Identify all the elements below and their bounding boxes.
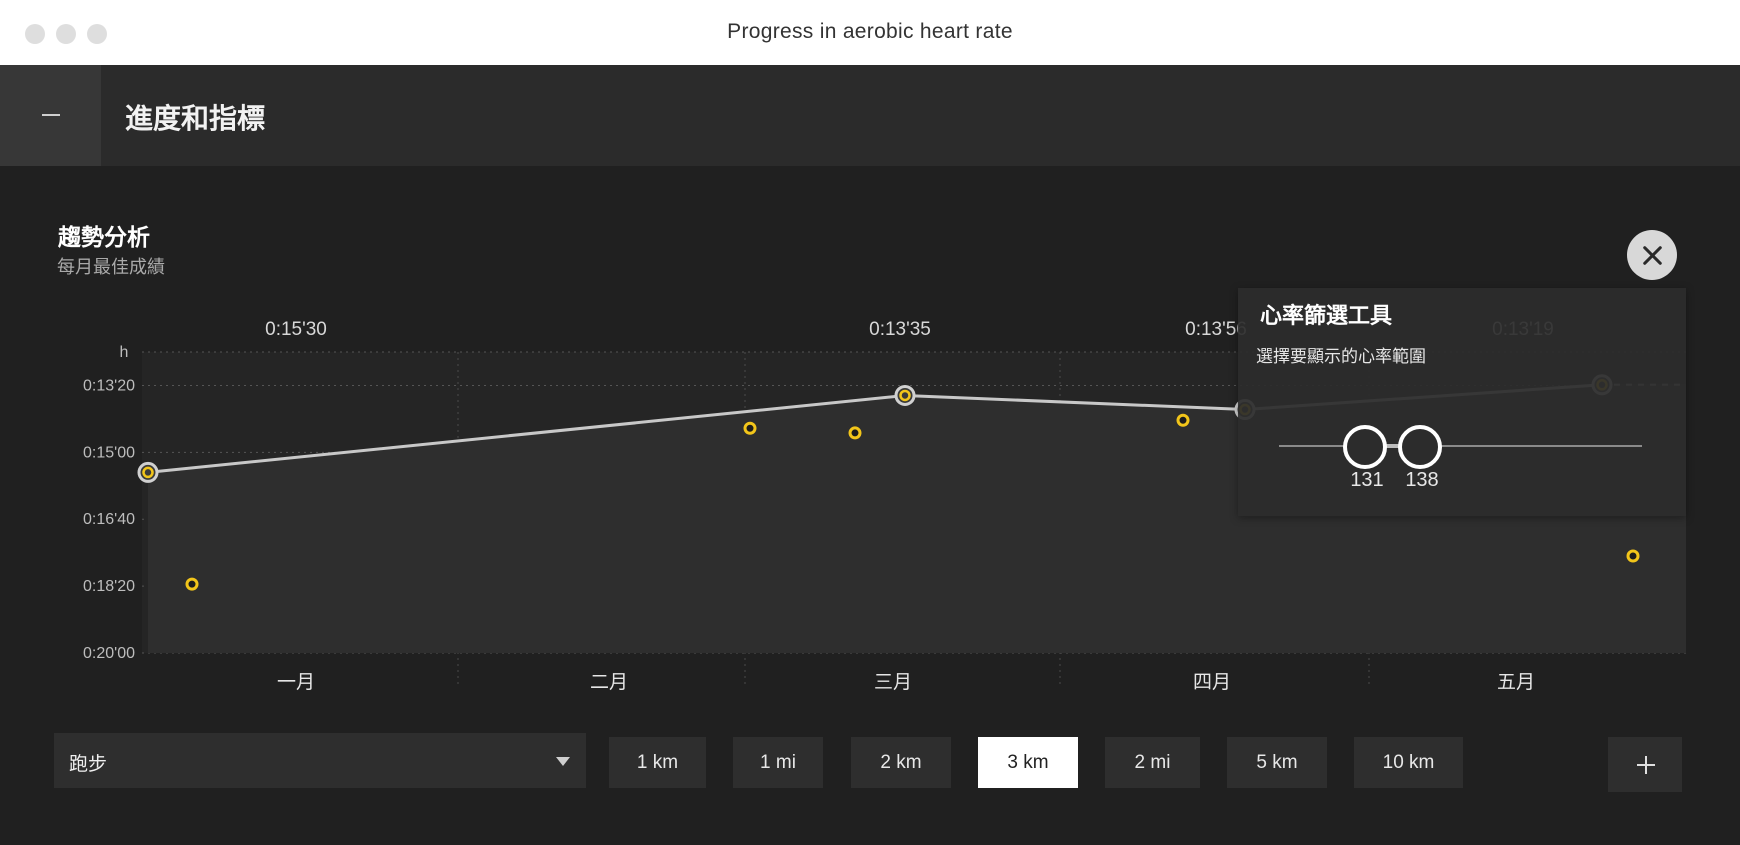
y-tick-label: 0:15'00	[83, 444, 135, 461]
hr-filter-panel: 心率篩選工具 選擇要顯示的心率範圍 131 138	[1238, 288, 1686, 516]
y-tick-label: 0:20'00	[83, 645, 135, 662]
run-point	[185, 577, 199, 591]
best-point	[894, 384, 916, 406]
hr-range-slider[interactable]	[1279, 445, 1642, 447]
window-minimize-dot[interactable]	[56, 24, 76, 44]
run-point	[743, 421, 757, 435]
sport-select[interactable]: 跑步	[54, 733, 586, 788]
best-value-label: 0:13'35	[869, 319, 931, 340]
distance-3km-button[interactable]: 3 km	[978, 737, 1078, 788]
distance-5km-button[interactable]: 5 km	[1227, 737, 1327, 788]
section-title: 趨勢分析	[58, 225, 150, 251]
best-point	[137, 461, 159, 483]
distance-2mi-button[interactable]: 2 mi	[1105, 737, 1200, 788]
close-filter-button[interactable]	[1627, 230, 1677, 280]
y-tick-label: 0:13'20	[83, 377, 135, 394]
hr-max-value: 138	[1405, 469, 1439, 491]
collapse-button[interactable]	[0, 65, 101, 166]
best-point-core	[899, 389, 911, 402]
x-tick-label: 二月	[590, 671, 628, 693]
y-axis-unit: h	[120, 344, 129, 361]
minus-icon	[42, 114, 60, 116]
distance-10km-button[interactable]: 10 km	[1354, 737, 1463, 788]
best-point-core	[142, 466, 154, 479]
window-zoom-dot[interactable]	[87, 24, 107, 44]
run-point	[848, 426, 862, 440]
hr-range-selected	[1365, 444, 1420, 448]
x-tick-label: 一月	[277, 671, 315, 693]
y-tick-label: 0:16'40	[83, 511, 135, 528]
add-button[interactable]	[1608, 737, 1682, 792]
page-title: 進度和指標	[125, 102, 266, 135]
run-point	[1626, 549, 1640, 563]
distance-1mi-button[interactable]: 1 mi	[733, 737, 823, 788]
best-value-label: 0:13'56	[1185, 319, 1247, 340]
x-tick-label: 四月	[1193, 671, 1231, 693]
best-value-label: 0:15'30	[265, 319, 327, 340]
hr-filter-description: 選擇要顯示的心率範圍	[1256, 347, 1426, 367]
x-tick-label: 三月	[874, 671, 912, 693]
sport-select-value: 跑步	[69, 753, 108, 775]
hr-filter-title: 心率篩選工具	[1260, 304, 1393, 329]
window-close-dot[interactable]	[25, 24, 45, 44]
chevron-down-icon	[556, 757, 570, 766]
window-titlebar: Progress in aerobic heart rate	[0, 0, 1740, 65]
hr-min-value: 131	[1350, 469, 1384, 491]
window-title: Progress in aerobic heart rate	[727, 20, 1013, 43]
app-header: 進度和指標	[0, 65, 1740, 166]
hr-min-handle[interactable]	[1343, 425, 1387, 469]
section-subtitle: 每月最佳成績	[57, 257, 165, 278]
y-tick-label: 0:18'20	[83, 578, 135, 595]
x-tick-label: 五月	[1497, 671, 1535, 693]
distance-1km-button[interactable]: 1 km	[609, 737, 706, 788]
hr-max-handle[interactable]	[1398, 425, 1442, 469]
run-point	[1176, 413, 1190, 427]
distance-2km-button[interactable]: 2 km	[851, 737, 951, 788]
